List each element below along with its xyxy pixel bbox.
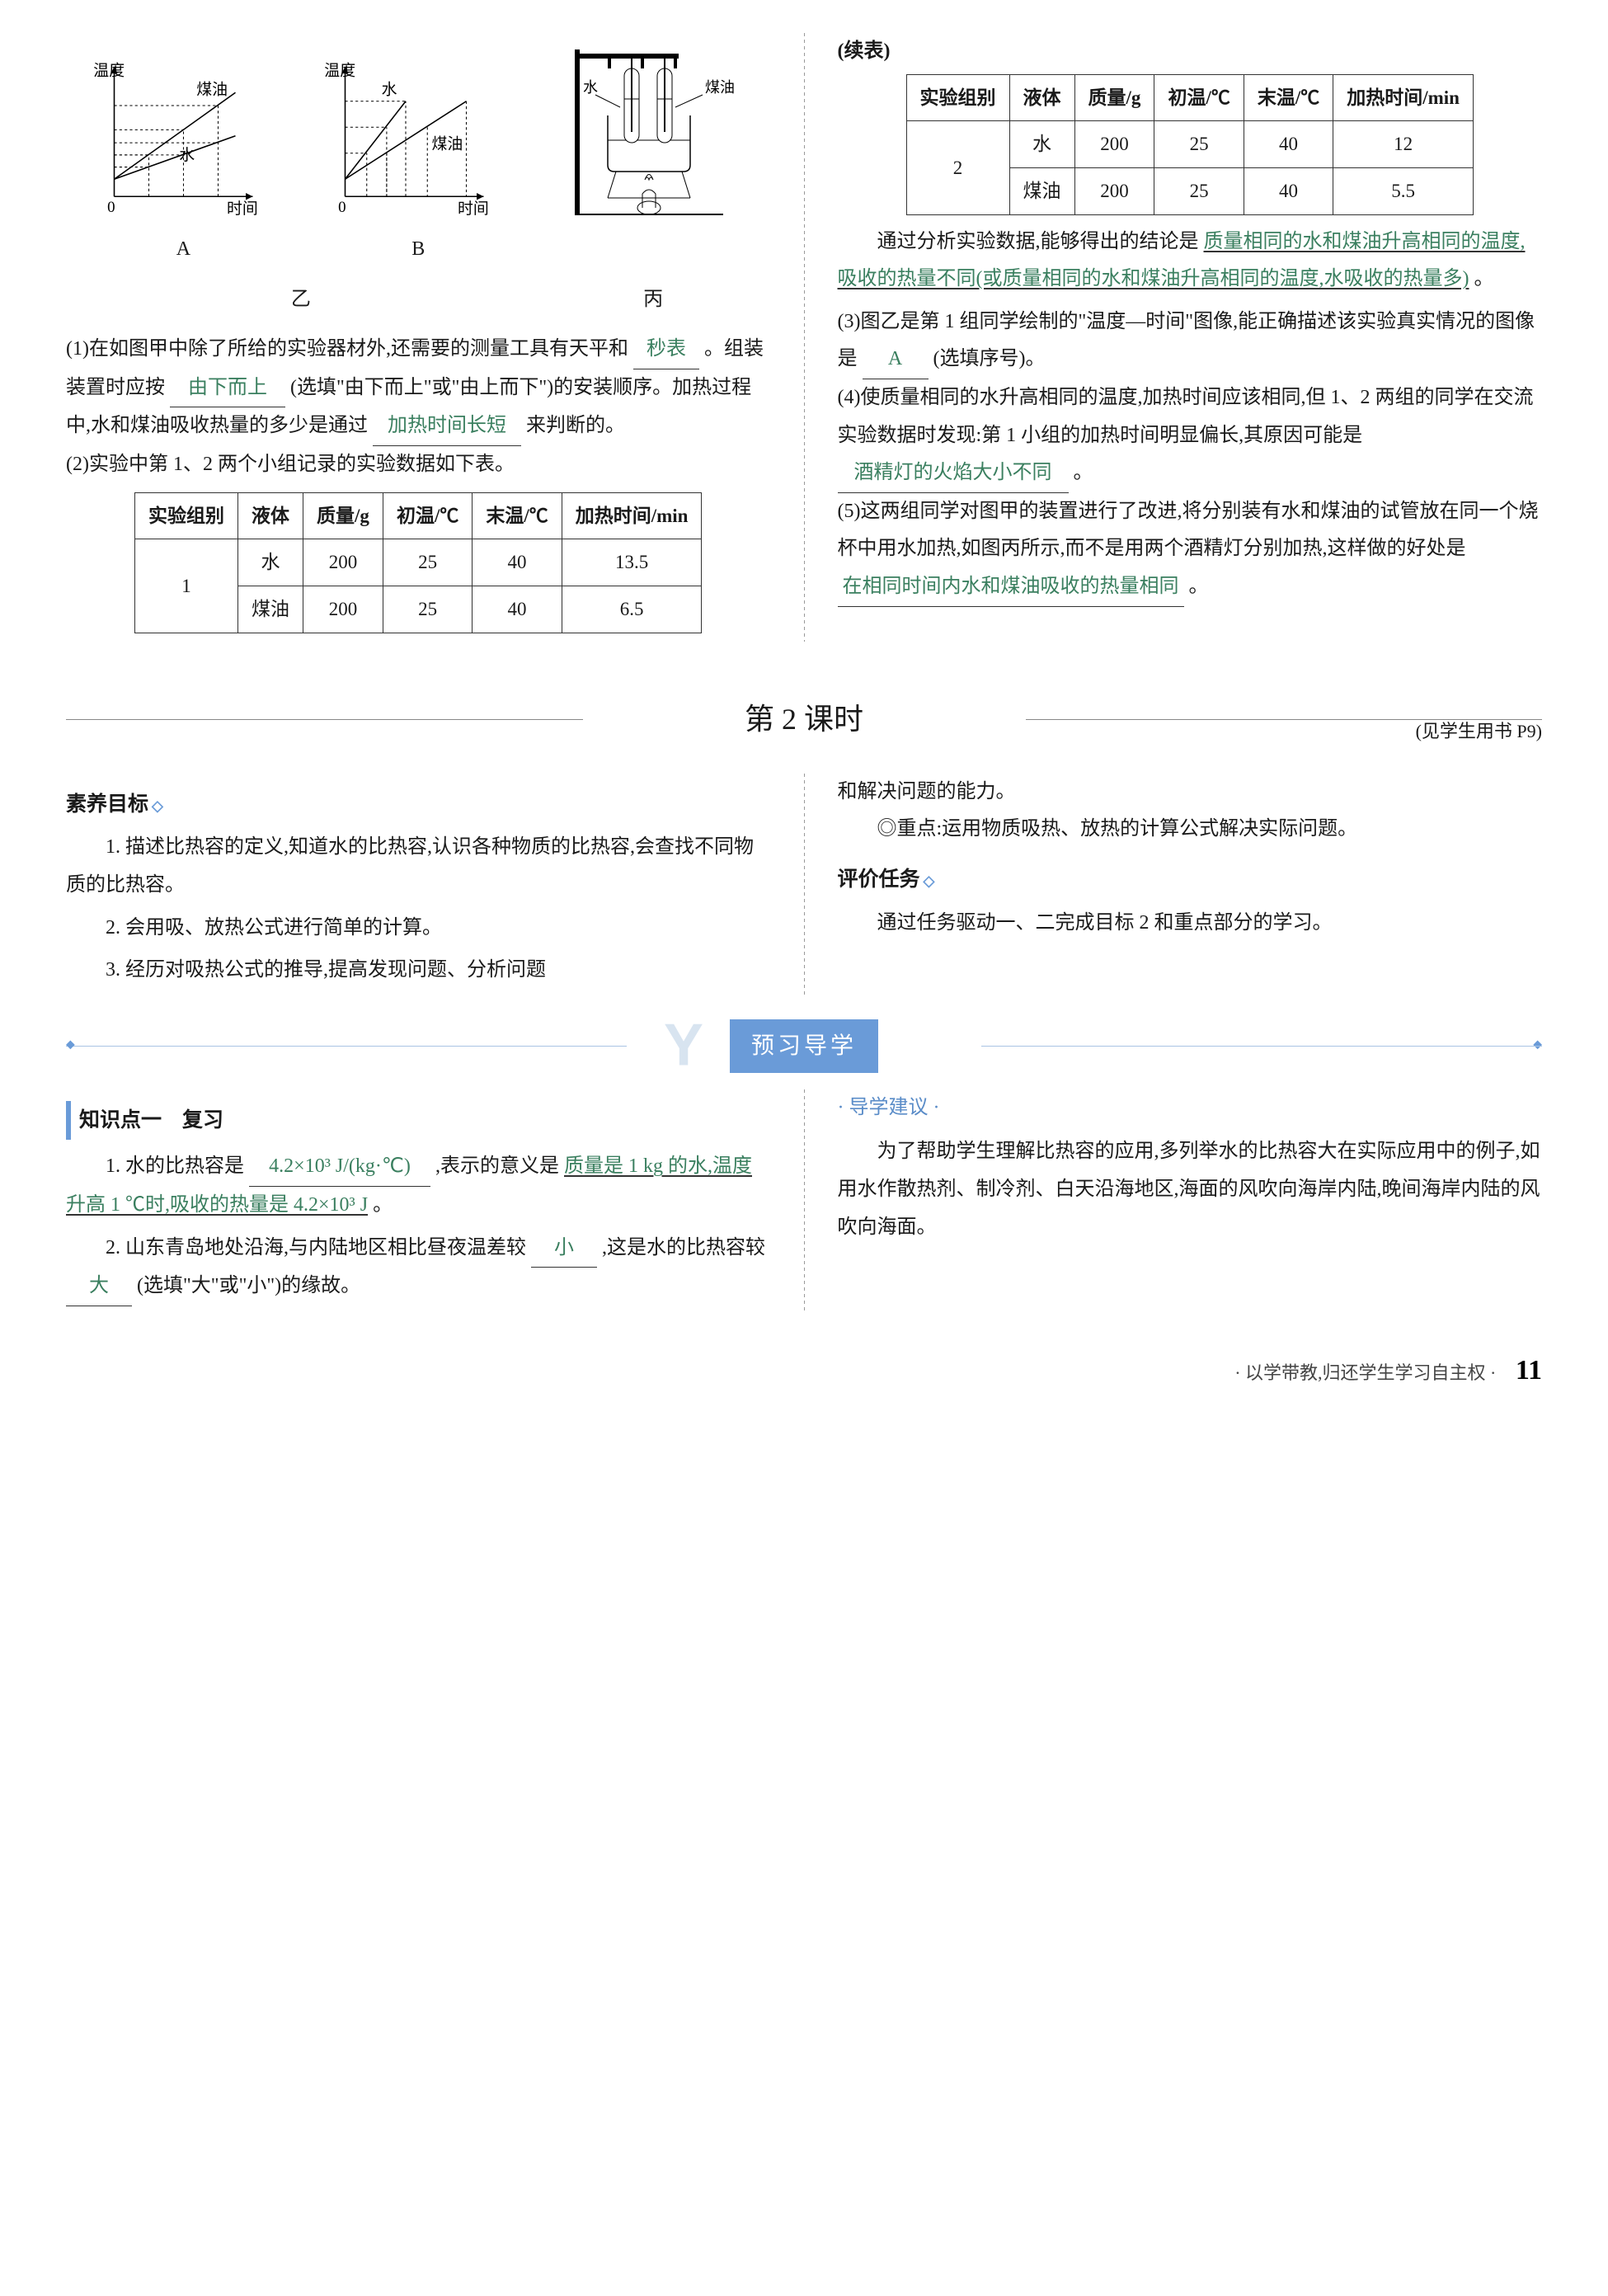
goal-key: ◎重点:运用物质吸热、放热的计算公式解决实际问题。 <box>838 811 1543 849</box>
banner-text: 预习导学 <box>730 1019 878 1073</box>
q3-ans: A <box>863 341 929 379</box>
svg-text:温度: 温度 <box>325 61 356 79</box>
table-2: 实验组别 液体 质量/g 初温/℃ 末温/℃ 加热时间/min 2 水20025… <box>906 74 1474 215</box>
label-b: B <box>301 231 536 269</box>
q4: (4)使质量相同的水升高相同的温度,加热时间应该相同,但 1、2 两组的同学在交… <box>838 379 1543 493</box>
kp2-ans2: 大 <box>66 1268 132 1306</box>
q2-intro: (2)实验中第 1、2 两个小组记录的实验数据如下表。 <box>66 446 771 484</box>
page-footer: · 以学带教,归还学生学习自主权 · 11 <box>66 1344 1542 1398</box>
q5-ans: 在相同时间内水和煤油吸收的热量相同 <box>838 568 1184 607</box>
review-left: 知识点一 复习 1. 水的比热容是 4.2×10³ J/(kg·℃) ,表示的意… <box>66 1089 771 1311</box>
kp2-ans1: 小 <box>531 1230 597 1268</box>
pingjiao-text: 通过任务驱动一、二完成目标 2 和重点部分的学习。 <box>838 905 1543 943</box>
column-divider <box>804 33 805 642</box>
yuxi-banner: ◆ Y 预习导学 ◆ <box>66 1019 1542 1073</box>
svg-text:0: 0 <box>338 199 346 216</box>
q1-blank3: 加热时间长短 <box>373 407 521 446</box>
goal-3: 3. 经历对吸热公式的推导,提高发现问题、分析问题 <box>66 952 771 990</box>
goals-right: 和解决问题的能力。 ◎重点:运用物质吸热、放热的计算公式解决实际问题。 评价任务… <box>838 774 1543 995</box>
line-keyou-a: 煤油 <box>197 80 228 98</box>
svg-text:时间: 时间 <box>458 200 489 218</box>
svg-text:煤油: 煤油 <box>705 79 735 96</box>
kp2-text: 2. 山东青岛地处沿海,与内陆地区相比昼夜温差较 小 ,这是水的比热容较 大 (… <box>66 1230 771 1306</box>
graph-b: 温度 时间 水 煤油 0 <box>319 58 492 223</box>
review-divider <box>804 1089 805 1311</box>
q1-blank1: 秒表 <box>633 331 699 369</box>
q1-text: (1)在如图甲中除了所给的实验器材外,还需要的测量工具有天平和 秒表 。组装装置… <box>66 331 771 446</box>
continue-label: (续表) <box>838 33 1543 71</box>
axis-x-label-a: 时间 <box>227 200 258 218</box>
figure-row: 温度 时间 煤油 水 0 <box>66 33 771 223</box>
svg-text:水: 水 <box>583 79 598 96</box>
right-column: (续表) 实验组别 液体 质量/g 初温/℃ 末温/℃ 加热时间/min 2 水… <box>838 33 1543 642</box>
lesson-title: 第 2 课时 <box>66 691 1542 747</box>
figure-labels-row1: A B <box>66 231 771 269</box>
guide-text: 为了帮助学生理解比热容的应用,多列举水的比热容大在实际应用中的例子,如用水作散热… <box>838 1133 1543 1246</box>
graph-a: 温度 时间 煤油 水 0 <box>88 58 261 223</box>
goal-2: 2. 会用吸、放热公式进行简单的计算。 <box>66 910 771 948</box>
label-a: A <box>66 231 301 269</box>
q3: (3)图乙是第 1 组同学绘制的"温度—时间"图像,能正确描述该实验真实情况的图… <box>838 303 1543 379</box>
suyang-heading: 素养目标◇ <box>66 785 771 825</box>
pingjiao-heading: 评价任务◇ <box>838 860 1543 900</box>
kp1-text: 1. 水的比热容是 4.2×10³ J/(kg·℃) ,表示的意义是 质量是 1… <box>66 1148 771 1224</box>
q1-blank2: 由下而上 <box>170 369 285 408</box>
goals-left: 素养目标◇ 1. 描述比热容的定义,知道水的比热容,认识各种物质的比热容,会查找… <box>66 774 771 995</box>
kp1-heading: 知识点一 复习 <box>66 1101 771 1141</box>
label-bing: 丙 <box>536 281 771 319</box>
goals-divider <box>804 774 805 995</box>
goal-3b: 和解决问题的能力。 <box>838 774 1543 812</box>
kp1-ans1: 4.2×10³ J/(kg·℃) <box>249 1148 430 1187</box>
guide-heading: · 导学建议 · <box>838 1089 1543 1127</box>
label-yi: 乙 <box>66 281 536 319</box>
footer-text: · 以学带教,归还学生学习自主权 · <box>1234 1362 1496 1383</box>
page-number: 11 <box>1516 1355 1542 1386</box>
left-column: 温度 时间 煤油 水 0 <box>66 33 771 642</box>
table-1: 实验组别 液体 质量/g 初温/℃ 末温/℃ 加热时间/min 1 水20025… <box>134 492 702 633</box>
apparatus-diagram: 水 煤油 <box>550 33 748 223</box>
figure-labels-row2: 乙 丙 <box>66 281 771 319</box>
review-right: · 导学建议 · 为了帮助学生理解比热容的应用,多列举水的比热容大在实际应用中的… <box>838 1089 1543 1311</box>
goal-1: 1. 描述比热容的定义,知道水的比热容,认识各种物质的比热容,会查找不同物质的比… <box>66 829 771 904</box>
q2-conclusion: 通过分析实验数据,能够得出的结论是 质量相同的水和煤油升高相同的温度,吸收的热量… <box>838 223 1543 299</box>
line-water-a: 水 <box>180 146 195 164</box>
axis-y-label-a: 温度 <box>94 61 125 79</box>
banner-letter: Y <box>664 990 703 1103</box>
upper-columns: 温度 时间 煤油 水 0 <box>66 33 1542 642</box>
svg-text:煤油: 煤油 <box>432 135 463 153</box>
goals-columns: 素养目标◇ 1. 描述比热容的定义,知道水的比热容,认识各种物质的比热容,会查找… <box>66 774 1542 995</box>
svg-text:水: 水 <box>382 80 397 98</box>
svg-text:0: 0 <box>108 199 115 216</box>
review-columns: 知识点一 复习 1. 水的比热容是 4.2×10³ J/(kg·℃) ,表示的意… <box>66 1089 1542 1311</box>
q5: (5)这两组同学对图甲的装置进行了改进,将分别装有水和煤油的试管放在同一个烧杯中… <box>838 493 1543 607</box>
q4-ans: 酒精灯的火焰大小不同 <box>838 454 1069 493</box>
